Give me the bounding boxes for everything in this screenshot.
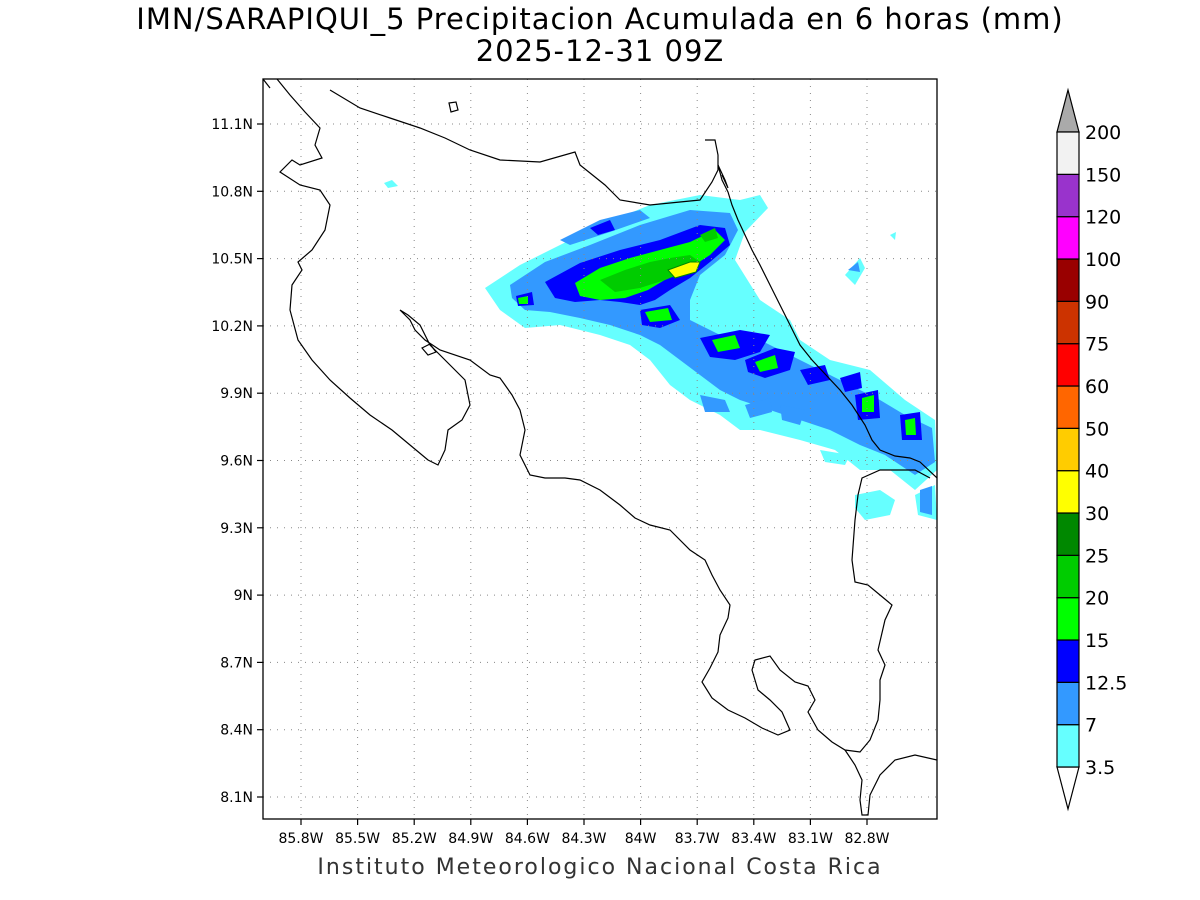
x-tick-label: 85.8W — [278, 831, 323, 847]
colorbar-swatch — [1056, 554, 1080, 599]
colorbar-swatch — [1056, 300, 1080, 345]
x-tick-label: 84.6W — [505, 831, 550, 847]
y-tick-label: 9N — [234, 588, 253, 604]
y-tick-label: 11.1N — [211, 117, 253, 133]
colorbar-label: 20 — [1085, 588, 1109, 610]
map-gridlines — [263, 79, 937, 819]
y-tick-label: 9.9N — [220, 386, 253, 402]
colorbar-label: 200 — [1085, 122, 1121, 144]
colorbar-swatch — [1056, 512, 1080, 556]
colorbar-swatch — [1056, 216, 1080, 260]
colorbar-label: 30 — [1085, 503, 1109, 525]
x-tick-label: 85.5W — [335, 831, 380, 847]
x-tick-label: 82.8W — [844, 831, 889, 847]
x-tick-label: 84.3W — [561, 831, 606, 847]
map-frame — [262, 78, 938, 820]
colorbar-label: 7 — [1085, 715, 1097, 737]
colorbar-swatch — [1056, 427, 1080, 472]
colorbar-swatch — [1056, 681, 1080, 726]
colorbar-label: 120 — [1085, 207, 1121, 229]
map-subtitle-datetime: 2025-12-31 09Z — [475, 34, 725, 68]
colorbar-swatch — [1056, 343, 1080, 387]
colorbar-swatch — [1056, 131, 1080, 175]
colorbar-label: 15 — [1085, 630, 1109, 652]
coastline-and-borders — [263, 79, 937, 816]
x-tick-label: 84.9W — [448, 831, 493, 847]
x-tick-label: 84W — [625, 831, 657, 847]
colorbar-label: 60 — [1085, 376, 1109, 398]
map-title: IMN/SARAPIQUI_5 Precipitacion Acumulada … — [136, 2, 1064, 36]
y-tick-label: 9.6N — [220, 454, 253, 470]
colorbar-label: 75 — [1085, 334, 1109, 356]
colorbar-swatch — [1056, 597, 1080, 641]
colorbar-label: 25 — [1085, 545, 1109, 567]
x-tick-label: 83.7W — [675, 831, 720, 847]
colorbar-label: 12.5 — [1085, 672, 1127, 694]
colorbar-under-triangle — [1056, 766, 1080, 812]
x-tick-label: 83.1W — [788, 831, 833, 847]
colorbar-legend: 3.5 7 12.5 15 20 25 30 40 50 60 75 90 100 120 150 200 — [1056, 87, 1127, 812]
colorbar-swatch — [1056, 385, 1080, 429]
colorbar-swatch — [1056, 470, 1080, 514]
colorbar-swatch — [1056, 639, 1080, 683]
colorbar-label: 150 — [1085, 164, 1121, 186]
y-tick-label: 8.7N — [220, 655, 253, 671]
colorbar-label: 90 — [1085, 291, 1109, 313]
x-tick-label: 83.4W — [731, 831, 776, 847]
colorbar-label: 3.5 — [1085, 757, 1115, 779]
footer-credit: Instituto Meteorologico Nacional Costa R… — [317, 855, 883, 880]
y-tick-label: 8.1N — [220, 790, 253, 806]
y-tick-label: 9.3N — [220, 521, 253, 537]
colorbar-swatch — [1056, 173, 1080, 218]
precipitation-field — [384, 180, 937, 520]
y-tick-label: 10.2N — [211, 319, 253, 335]
y-axis-latitude: 11.1N 10.8N 10.5N 10.2N 9.9N 9.6N 9.3N 9N 8.7N 8.… — [211, 117, 263, 806]
colorbar-label: 50 — [1085, 418, 1109, 440]
y-tick-label: 10.5N — [211, 252, 253, 268]
x-tick-label: 85.2W — [392, 831, 437, 847]
x-axis-longitude: 85.8W 85.5W 85.2W 84.9W 84.6W 84.3W 84W 83.7W 83… — [278, 819, 890, 847]
colorbar-label: 100 — [1085, 249, 1121, 271]
colorbar-over-triangle — [1056, 87, 1080, 133]
y-tick-label: 8.4N — [220, 723, 253, 739]
y-tick-label: 10.8N — [211, 184, 253, 200]
colorbar-swatch — [1056, 724, 1080, 768]
colorbar-swatch — [1056, 258, 1080, 302]
colorbar-label: 40 — [1085, 461, 1109, 483]
